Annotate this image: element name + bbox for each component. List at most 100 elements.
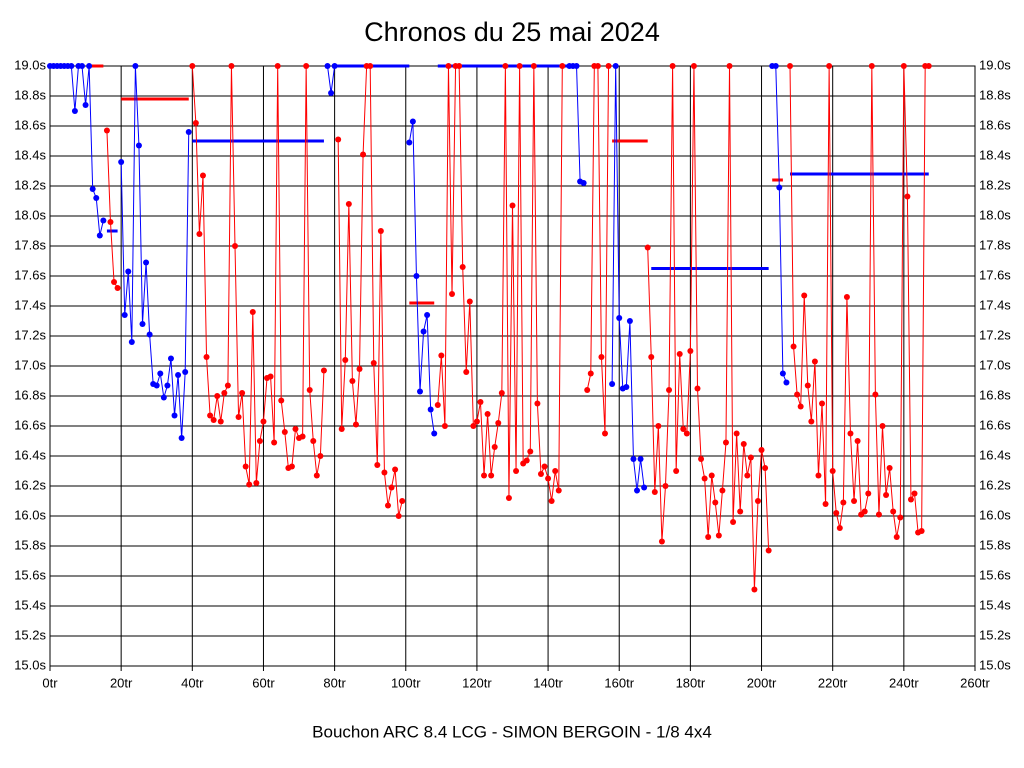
lap-point <box>153 382 160 389</box>
lap-point <box>406 139 413 146</box>
lap-point <box>651 489 658 495</box>
lap-point <box>214 393 221 399</box>
lap-point <box>680 426 687 432</box>
lap-point <box>683 430 690 437</box>
lap-point <box>609 381 616 387</box>
lap-point <box>822 501 829 507</box>
lap-point <box>86 63 93 69</box>
lap-point <box>196 231 203 237</box>
lap-point <box>730 519 737 525</box>
lap-point <box>107 219 114 225</box>
lap-point <box>253 480 260 486</box>
lap-point <box>900 63 907 69</box>
lap-point <box>687 348 694 354</box>
y-tick-label: 18.8s <box>14 87 46 102</box>
y2-tick-label: 17.2s <box>979 327 1011 342</box>
lap-point <box>616 315 623 321</box>
lap-point <box>662 483 669 489</box>
y-tick-label: 18.0s <box>14 207 46 222</box>
lap-point <box>466 298 473 305</box>
y2-tick-label: 18.2s <box>979 177 1011 192</box>
lap-point <box>320 367 327 374</box>
lap-point <box>708 472 715 479</box>
x-tick-label: 180tr <box>676 675 706 690</box>
lap-point <box>232 243 238 249</box>
lap-point <box>502 63 509 69</box>
lap-point <box>787 63 793 69</box>
lap-point <box>360 151 367 158</box>
lap-point <box>313 472 320 479</box>
y2-tick-label: 15.2s <box>979 627 1011 642</box>
lap-point <box>96 232 103 239</box>
lap-point <box>338 426 345 432</box>
lap-point <box>890 508 897 515</box>
lap-point <box>826 63 833 69</box>
lap-point <box>555 487 562 494</box>
y2-tick-label: 17.6s <box>979 267 1011 282</box>
lap-point <box>722 439 729 446</box>
lap-point <box>235 414 242 420</box>
lap-point <box>417 388 423 395</box>
y2-tick-label: 15.6s <box>979 567 1011 582</box>
lap-point <box>114 285 121 291</box>
lap-point <box>534 400 541 407</box>
lap-point <box>438 352 445 359</box>
lap-point <box>132 63 139 69</box>
x-tick-label: 160tr <box>604 675 634 690</box>
lap-line <box>611 65 645 491</box>
lap-point <box>171 412 178 419</box>
lap-point <box>441 423 448 429</box>
lap-point <box>484 411 491 417</box>
lap-line <box>789 65 929 538</box>
lap-point <box>918 528 925 534</box>
lap-point <box>242 463 249 470</box>
lap-point <box>513 468 520 474</box>
lap-point <box>925 63 932 69</box>
x-tick-label: 260tr <box>960 675 990 690</box>
lap-point <box>498 390 505 396</box>
lap-point <box>477 399 484 405</box>
lap-point <box>409 118 416 125</box>
y-tick-label: 16.4s <box>14 447 46 462</box>
lap-point <box>328 90 335 96</box>
lap-point <box>634 487 641 494</box>
lap-point <box>335 136 342 143</box>
lap-point <box>381 469 388 476</box>
lap-point <box>249 309 256 315</box>
lap-point <box>666 387 673 393</box>
y-tick-label: 18.6s <box>14 117 46 132</box>
lap-point <box>580 180 587 186</box>
lap-point <box>495 420 502 426</box>
lap-point <box>840 499 847 506</box>
lap-point <box>281 429 288 435</box>
lap-point <box>342 357 349 363</box>
lap-point <box>868 63 875 69</box>
lap-point <box>865 490 872 497</box>
lap-point <box>146 331 153 338</box>
y-tick-label: 16.0s <box>14 507 46 522</box>
lap-point <box>829 468 836 474</box>
lap-point <box>228 63 235 69</box>
x-tick-label: 220tr <box>818 675 848 690</box>
lap-point <box>384 502 391 509</box>
lap-point <box>765 547 772 554</box>
lap-point <box>843 294 850 300</box>
lap-point <box>719 487 726 494</box>
lap-point <box>545 475 552 482</box>
lap-point <box>349 378 356 384</box>
lap-point <box>712 499 719 506</box>
y2-tick-label: 17.4s <box>979 297 1011 312</box>
lap-point <box>164 382 171 389</box>
lap-point <box>833 510 840 516</box>
lap-point <box>306 387 313 393</box>
lap-point <box>427 406 434 413</box>
lap-point <box>851 498 858 504</box>
lap-point <box>673 468 680 474</box>
lap-point <box>883 492 890 498</box>
lap-point <box>459 264 466 270</box>
lap-point <box>178 435 185 441</box>
lap-point <box>897 514 904 521</box>
lap-point <box>701 475 708 482</box>
lap-point <box>836 525 843 531</box>
